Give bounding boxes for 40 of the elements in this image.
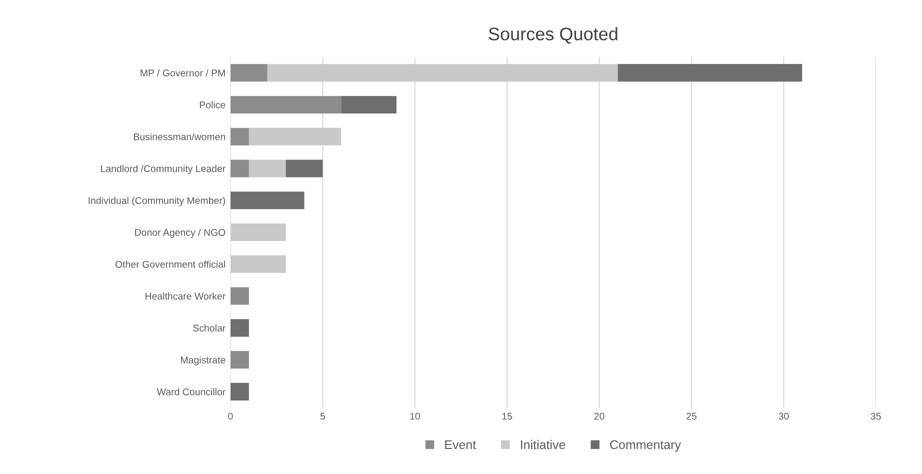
x-tick-label: 10 [410, 412, 420, 420]
bar [286, 160, 323, 178]
bar [230, 223, 286, 242]
bar [230, 351, 249, 369]
x-tick-label: 30 [778, 412, 789, 420]
legend-label: Event [445, 440, 476, 450]
chart-title: Sources Quoted [488, 27, 618, 44]
y-tick-label: Scholar [193, 324, 226, 332]
bar [230, 192, 304, 210]
bar [230, 64, 268, 82]
y-tick-label: Landlord /Community Leader [101, 164, 226, 174]
bar [248, 160, 286, 178]
x-tick-label: 5 [320, 412, 325, 420]
x-tick-label: 35 [870, 412, 881, 420]
bar [341, 96, 396, 114]
x-tick-label: 25 [686, 412, 696, 420]
y-tick-label: MP / Governor / PM [140, 69, 225, 76]
bar [230, 287, 249, 305]
y-tick-label: Police [200, 101, 226, 108]
bar [230, 160, 249, 178]
y-tick-label: Healthcare Worker [146, 292, 226, 300]
y-tick-label: Magistrate [181, 356, 226, 366]
bar [230, 319, 249, 337]
bar [618, 64, 802, 82]
y-tick-label: Businessman/women [134, 133, 226, 140]
legend-label: Initiative [521, 440, 566, 450]
y-tick-label: Donor Agency / NGO [135, 228, 226, 238]
y-tick-label: Ward Councillor [156, 388, 226, 396]
bar [230, 96, 342, 114]
x-tick-label: 20 [594, 412, 604, 420]
x-tick-label: 15 [502, 412, 512, 420]
x-tick-label: 0 [228, 412, 233, 420]
bar [248, 128, 342, 146]
y-tick-label: Other Government official [116, 260, 225, 268]
bar [230, 128, 249, 146]
y-tick-label: Individual (Community Member) [88, 196, 226, 206]
bar [230, 382, 249, 400]
legend-label: Commentary [610, 440, 681, 452]
bar [267, 64, 618, 82]
bar [230, 255, 286, 273]
